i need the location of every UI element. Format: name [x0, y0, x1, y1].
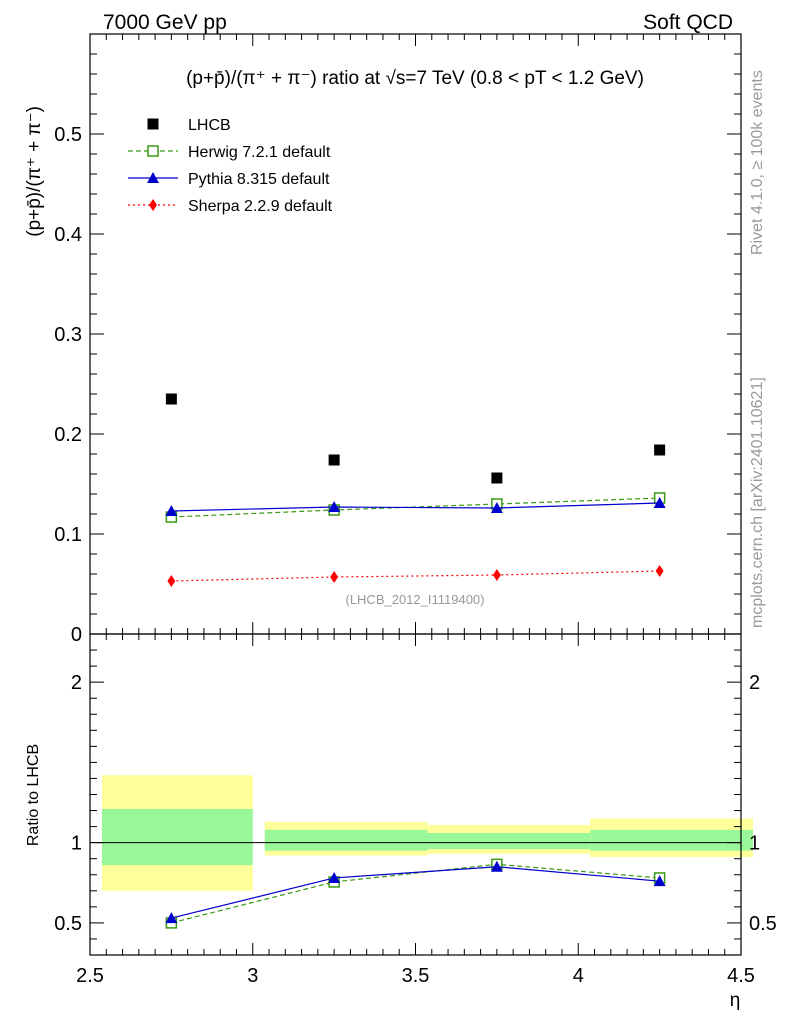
x-tick-label: 3.5: [402, 965, 430, 987]
series-point: [492, 569, 501, 581]
ratio-series-layer: [165, 858, 666, 929]
y-axis-label: (p+p̄)/(π⁺ + π⁻): [24, 106, 45, 237]
ratio-y-tick-label: 2: [71, 672, 82, 694]
series-line: [171, 502, 660, 512]
y-tick-label: 0: [71, 624, 82, 646]
band-inner-bin: [590, 829, 753, 851]
ratio-point: [165, 912, 178, 924]
analysis-watermark: (LHCB_2012_I1119400): [345, 592, 484, 607]
ratio-y-axis-label: Ratio to LHCB: [25, 744, 42, 846]
ratio-series-line: [171, 863, 660, 924]
x-tick-label: 4: [573, 965, 584, 987]
ratio-point: [328, 871, 341, 883]
series-point: [490, 502, 503, 513]
y-tick-label: 0.2: [54, 424, 82, 446]
x-tick-label: 2.5: [76, 965, 104, 987]
legend-label: LHCB: [188, 117, 231, 134]
series-point: [328, 501, 341, 512]
data-point: [328, 454, 340, 466]
ratio-point: [490, 860, 503, 872]
legend-label: Sherpa 2.2.9 default: [188, 198, 333, 215]
series-point: [655, 565, 664, 577]
ratio-y-tick-label-right: 0.5: [749, 913, 777, 935]
series-point: [330, 571, 339, 583]
mcplots-label: mcplots.cern.ch [arXiv:2401.10621]: [749, 377, 766, 628]
x-tick-label: 3: [247, 965, 258, 987]
header-right: Soft QCD: [643, 11, 733, 34]
ratio-y-tick-label: 0.5: [54, 913, 82, 935]
ratio-series-line: [171, 866, 660, 919]
x-tick-label: 4.5: [727, 965, 755, 987]
band-inner-bin: [102, 808, 253, 866]
legend-label: Herwig 7.2.1 default: [188, 144, 331, 161]
y-tick-label: 0.5: [54, 124, 82, 146]
band-inner-bin: [427, 833, 591, 850]
y-tick-label: 0.4: [54, 224, 82, 246]
ratio-bands: [102, 775, 753, 891]
header-left: 7000 GeV pp: [103, 11, 227, 34]
series-point: [165, 505, 178, 516]
ratio-y-tick-label-right: 1: [749, 833, 760, 855]
ratio-point: [653, 875, 666, 887]
data-point: [654, 444, 666, 456]
legend-marker: [147, 172, 159, 183]
ratio-y-tick-label: 1: [71, 833, 82, 855]
data-point: [491, 472, 503, 484]
legend-marker: [147, 145, 159, 157]
rivet-label: Rivet 4.1.0, ≥ 100k events: [749, 70, 766, 255]
series-point: [653, 497, 666, 508]
data-point: [165, 393, 177, 405]
chart-title: (p+p̄)/(π⁺ + π⁻) ratio at √s=7 TeV (0.8 …: [186, 68, 644, 89]
ratio-y-tick-label-right: 2: [749, 672, 760, 694]
y-tick-label: 0.1: [54, 524, 82, 546]
axes: 2.5 3 3.5 4 4.5 0 0.1 0.2 0.3 0.4 0.5 0.5 0.5 1 1 2 2: [54, 33, 777, 987]
legend-marker: [147, 118, 159, 130]
legend-marker: [149, 199, 157, 211]
legend: LHCB Herwig 7.2.1 default Pythia 8.315 def…: [128, 117, 333, 215]
band-inner-bin: [264, 829, 428, 851]
legend-label: Pythia 8.315 default: [188, 171, 330, 188]
x-axis-label: η: [730, 990, 741, 1011]
series-line: [171, 570, 660, 582]
y-tick-label: 0.3: [54, 324, 82, 346]
data-points: [165, 393, 666, 484]
series-point: [167, 575, 176, 587]
series-layer: [165, 492, 666, 587]
